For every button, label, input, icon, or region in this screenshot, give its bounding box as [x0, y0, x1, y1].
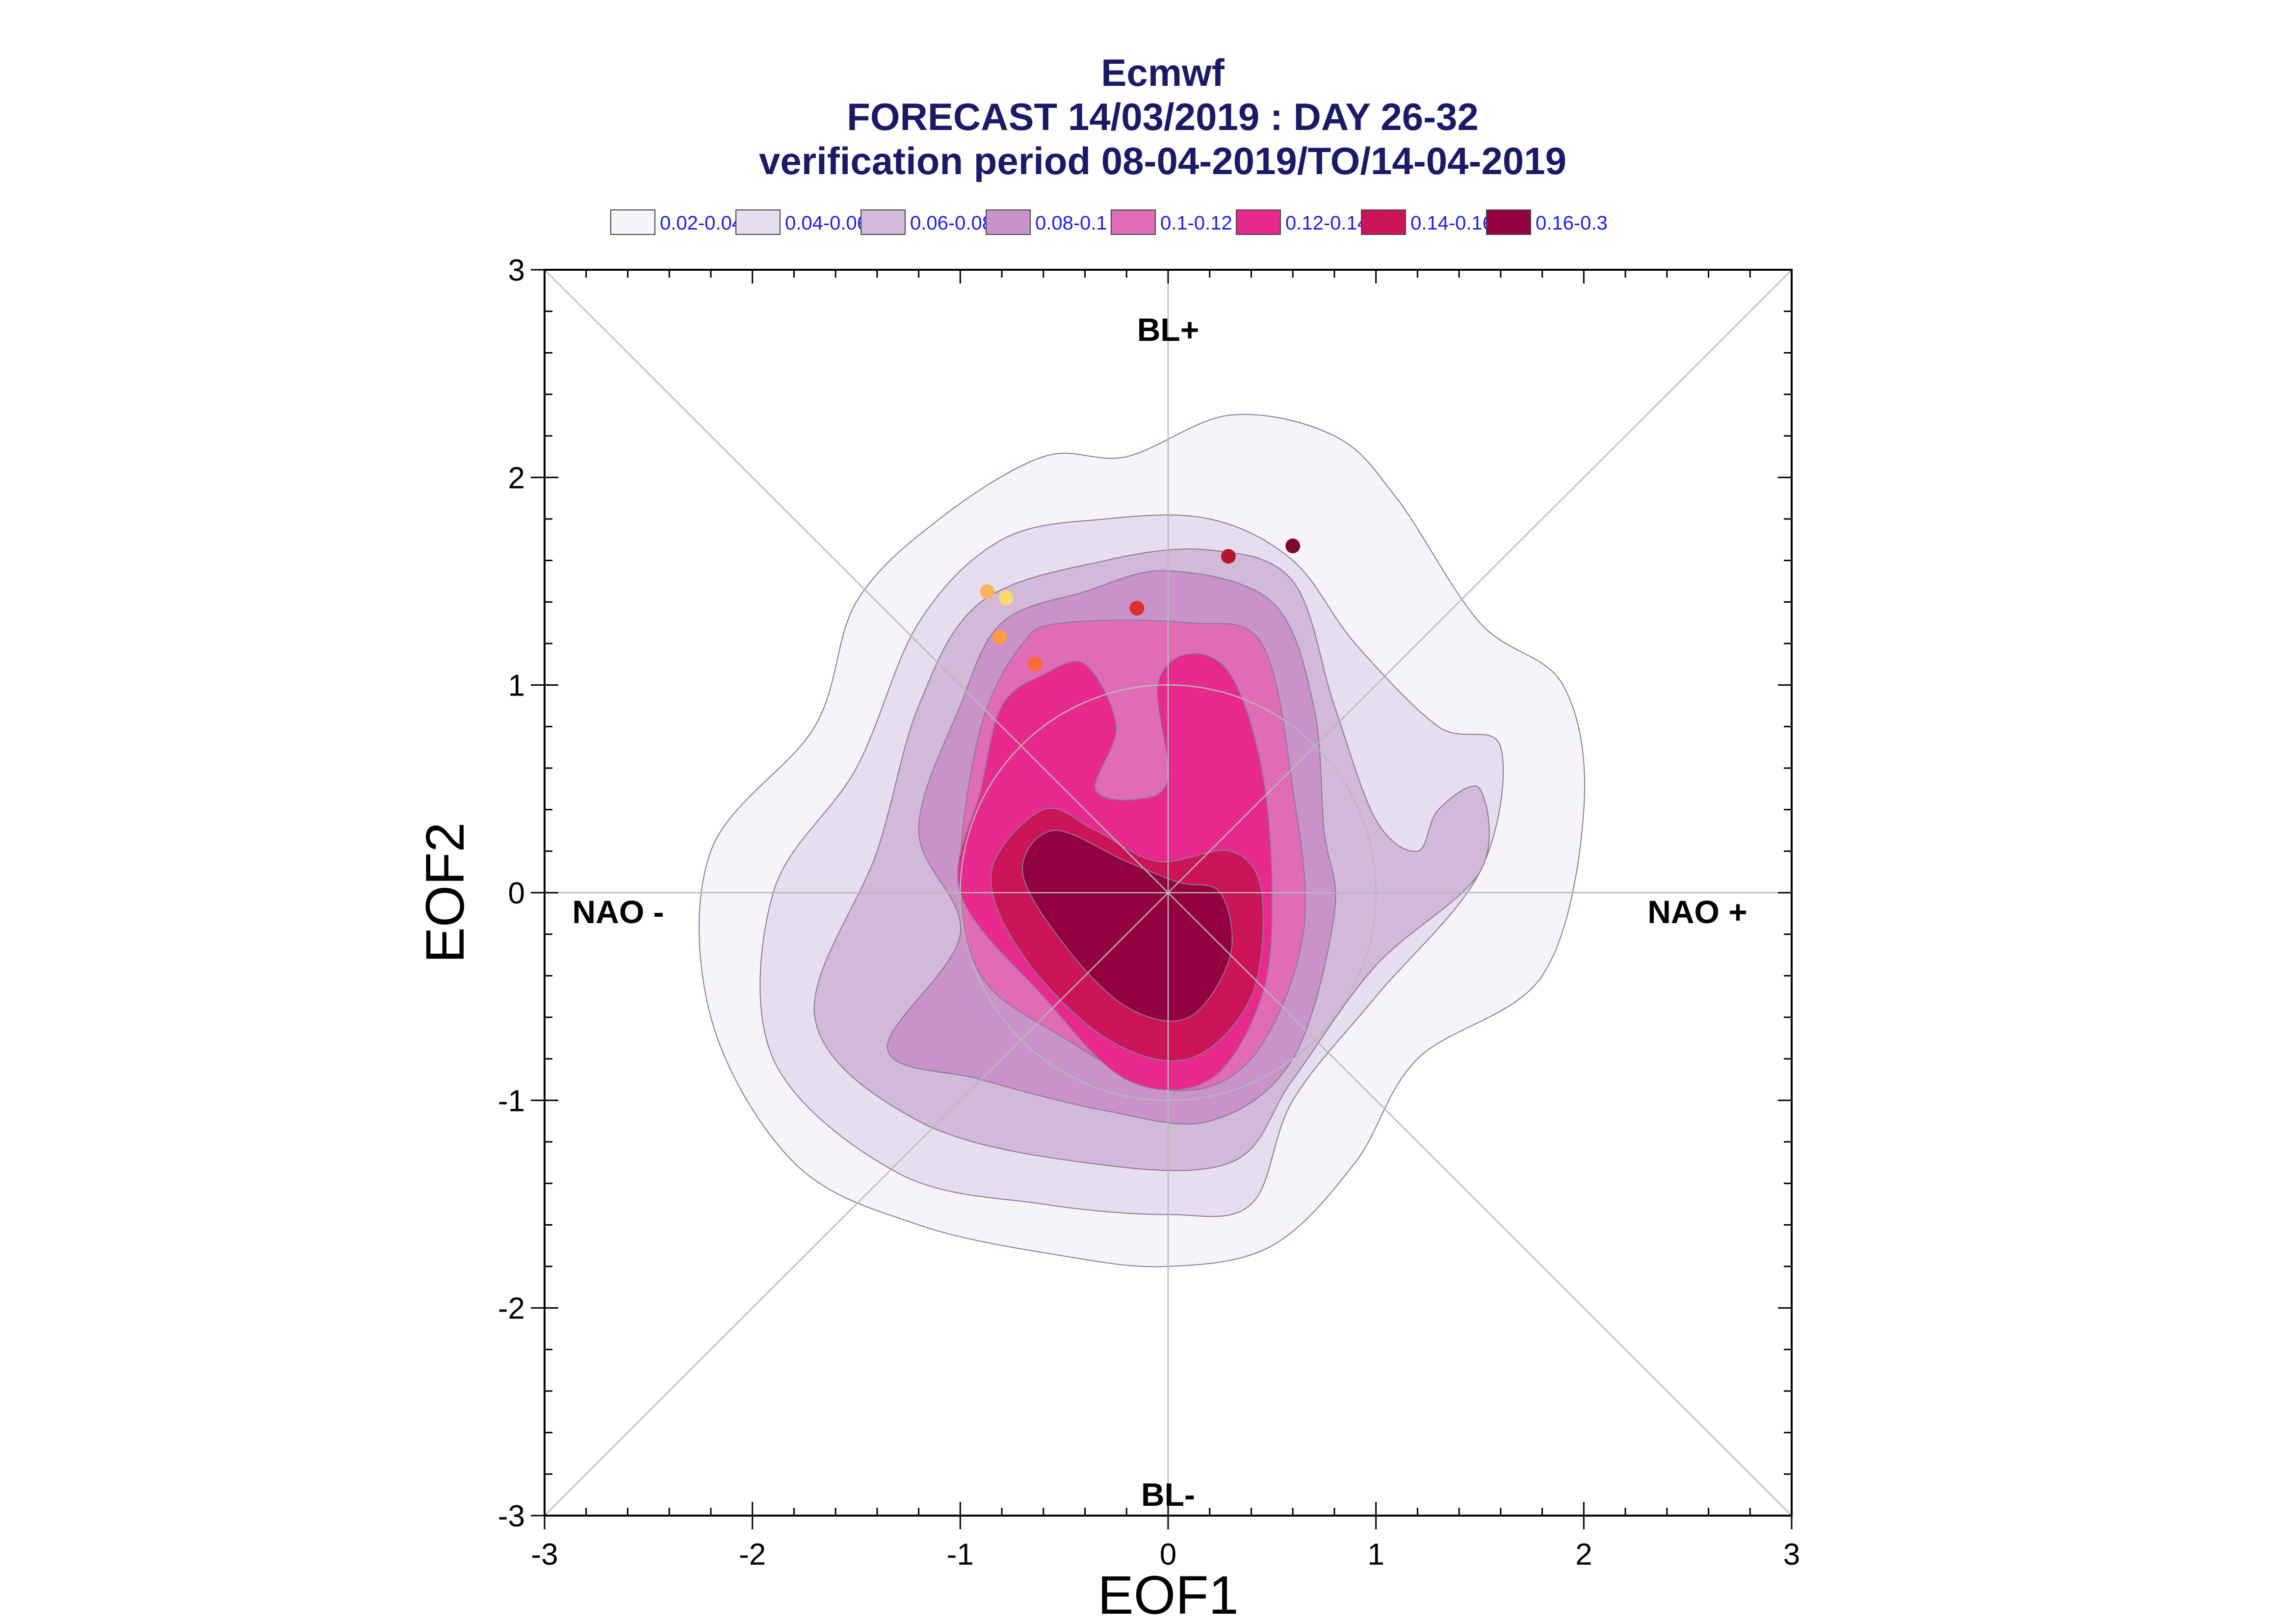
title-line-1: Ecmwf — [1101, 51, 1225, 94]
regime-label-nao-plus: NAO + — [1647, 894, 1747, 930]
title-line-2: FORECAST 14/03/2019 : DAY 26-32 — [847, 95, 1479, 138]
legend-swatch — [1361, 209, 1406, 235]
legend-label: 0.04-0.06 — [785, 212, 868, 234]
x-tick-label: -1 — [947, 1538, 974, 1572]
legend-swatch — [1236, 209, 1281, 235]
x-axis-label: EOF1 — [1097, 1565, 1238, 1624]
x-tick-label: -2 — [739, 1538, 766, 1572]
y-tick-label: 3 — [508, 254, 525, 287]
forecast-marker — [1285, 539, 1301, 554]
legend: 0.02-0.04 0.04-0.06 0.06-0.08 0.08-0.1 0.1-0… — [610, 209, 1608, 235]
legend-swatch — [986, 209, 1031, 235]
x-tick-label: 0 — [1160, 1538, 1176, 1572]
legend-label: 0.16-0.3 — [1536, 212, 1608, 234]
legend-label: 0.14-0.16 — [1410, 212, 1493, 234]
unit-circle — [960, 684, 1377, 1101]
regime-labels: BL+ BL- NAO - NAO + — [573, 311, 1747, 1513]
y-tick-label: -2 — [498, 1292, 525, 1326]
forecast-marker — [992, 630, 1007, 645]
legend-swatch — [1111, 209, 1156, 235]
chart-title: Ecmwf FORECAST 14/03/2019 : DAY 26-32 ve… — [759, 51, 1566, 182]
forecast-markers — [980, 539, 1301, 672]
legend-label: 0.1-0.12 — [1160, 212, 1232, 234]
x-tick-label: 1 — [1367, 1538, 1384, 1572]
x-tick-label: 2 — [1575, 1538, 1592, 1572]
plot-area: -3 -2 -1 0 1 2 3 3 2 1 0 -1 -2 -3 — [498, 254, 1800, 1572]
x-tick-label: 3 — [1783, 1538, 1800, 1572]
regime-label-bl-minus: BL- — [1141, 1476, 1195, 1513]
legend-swatch — [735, 209, 781, 235]
legend-label: 0.08-0.1 — [1035, 212, 1107, 234]
legend-swatch — [861, 209, 906, 235]
forecast-marker — [998, 590, 1014, 605]
y-tick-label: -1 — [498, 1084, 525, 1118]
forecast-marker — [1129, 601, 1145, 616]
y-tick-label: 1 — [508, 669, 525, 703]
legend-swatch — [610, 209, 655, 235]
axis-ticks: -3 -2 -1 0 1 2 3 3 2 1 0 -1 -2 -3 — [498, 254, 1800, 1572]
x-tick-label: -3 — [531, 1538, 558, 1572]
forecast-marker — [1221, 549, 1236, 564]
regime-label-nao-minus: NAO - — [573, 894, 664, 930]
legend-label: 0.12-0.14 — [1285, 212, 1368, 234]
forecast-marker — [980, 584, 995, 599]
legend-label: 0.06-0.08 — [910, 212, 993, 234]
y-tick-label: 0 — [508, 876, 525, 910]
y-tick-label: -3 — [498, 1499, 525, 1533]
title-line-3: verification period 08-04-2019/TO/14-04-… — [759, 139, 1566, 182]
legend-swatch — [1486, 209, 1531, 235]
density-contours — [699, 413, 1586, 1267]
contour-band — [1022, 829, 1233, 1022]
forecast-marker — [1027, 657, 1043, 672]
regime-label-bl-plus: BL+ — [1137, 311, 1200, 348]
y-axis-label: EOF2 — [415, 822, 475, 963]
y-tick-label: 2 — [508, 461, 525, 495]
legend-label: 0.02-0.04 — [660, 212, 743, 234]
guide-lines — [544, 269, 1792, 1516]
